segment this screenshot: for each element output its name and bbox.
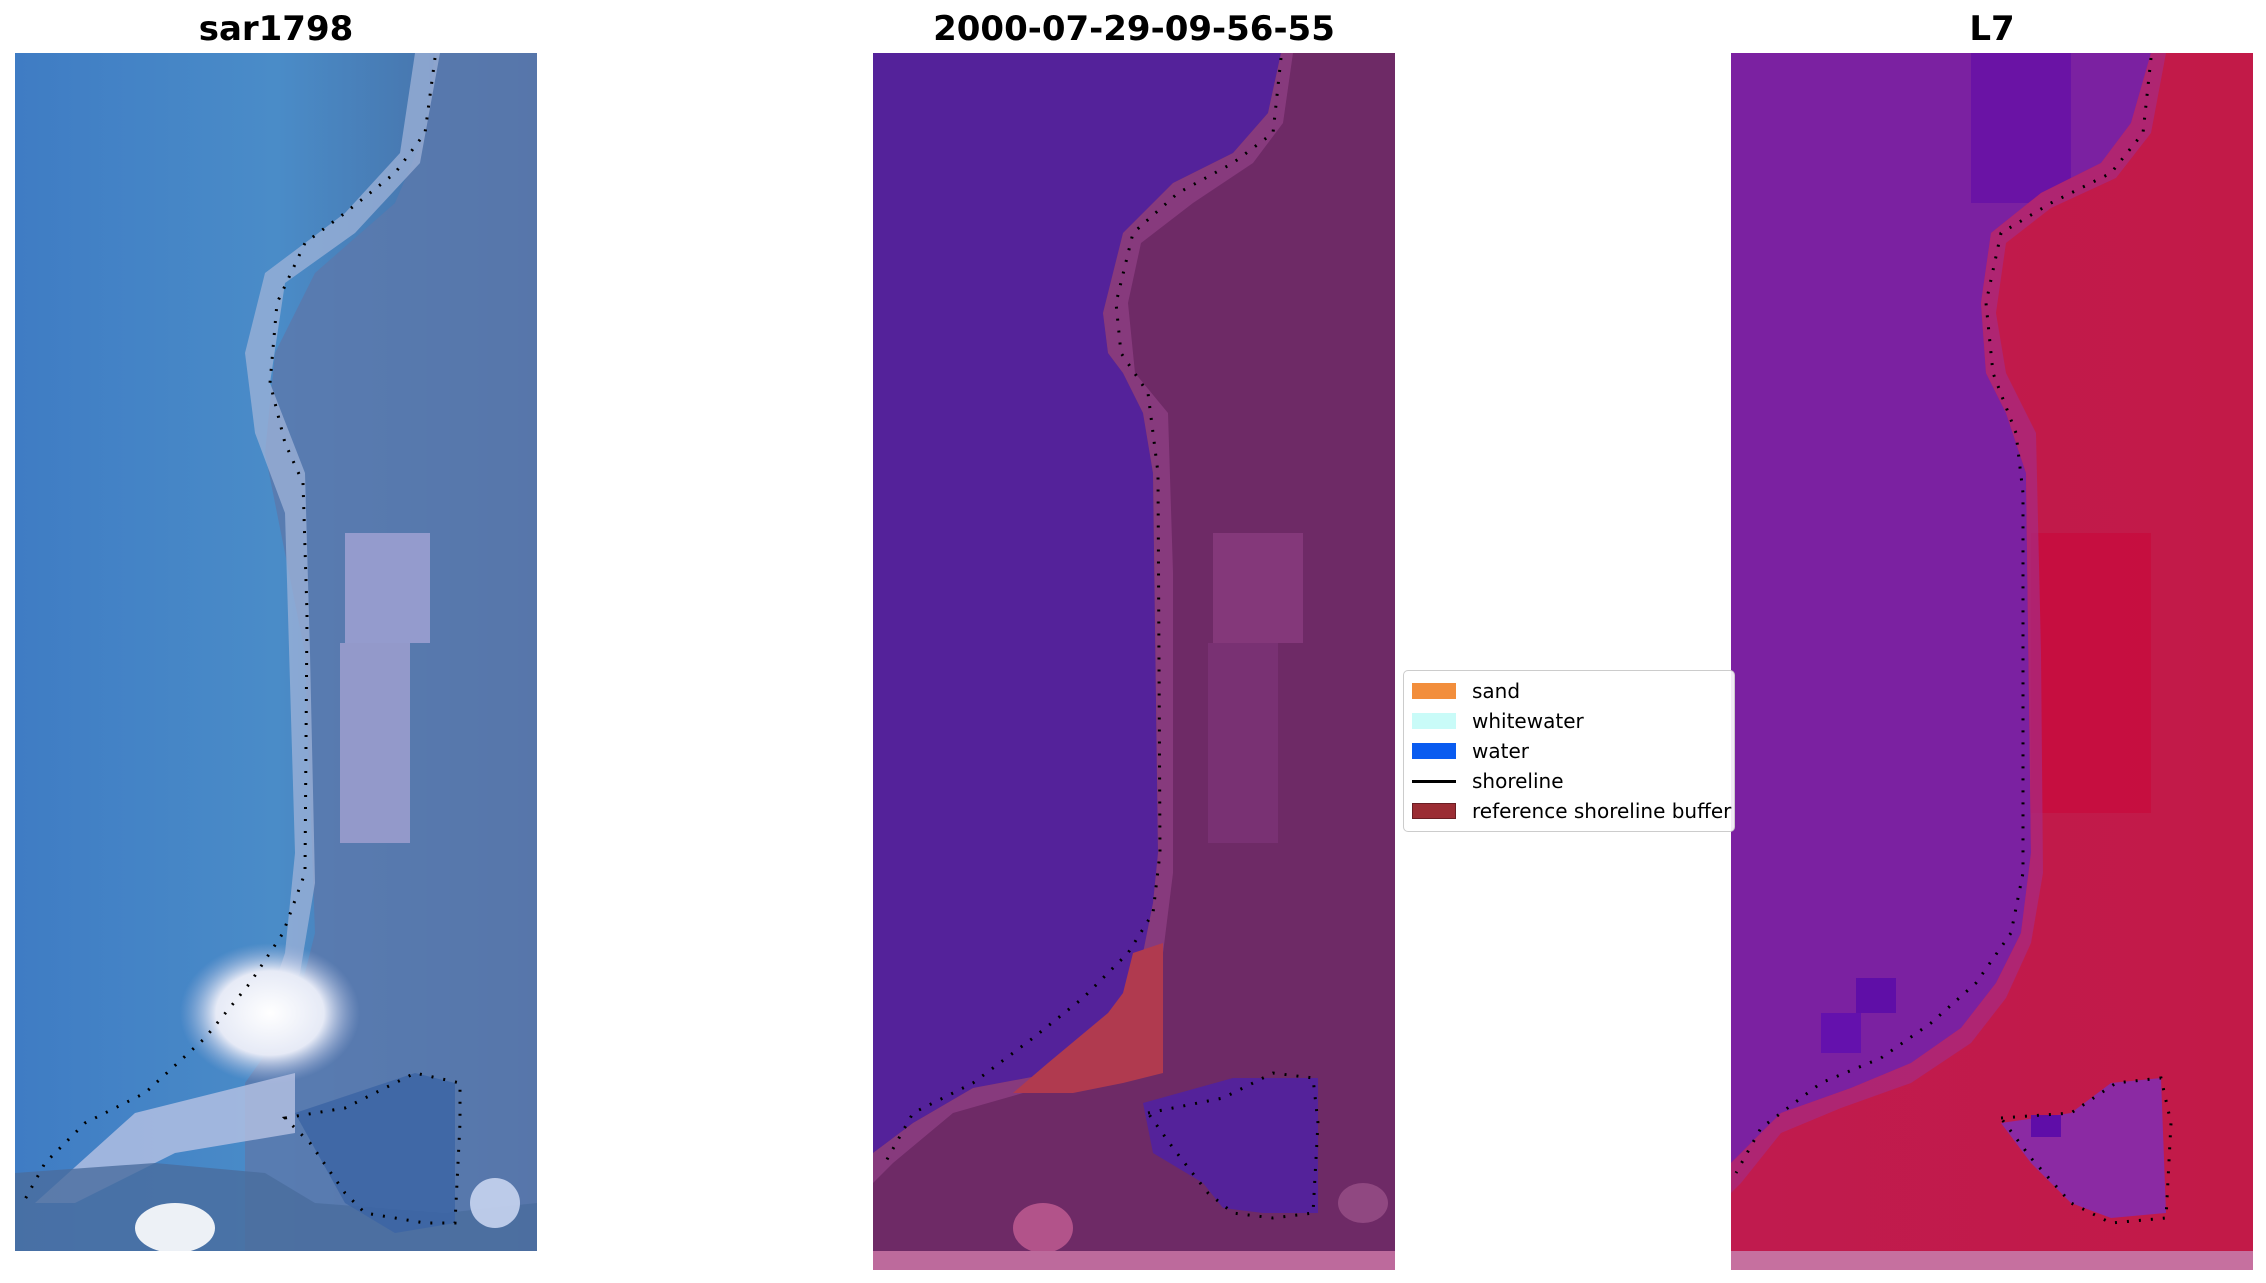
legend-line-shoreline: [1412, 779, 1456, 783]
classified-image: [873, 53, 1395, 1270]
legend-swatch-whitewater: [1412, 713, 1456, 729]
legend-label-reference-buffer: reference shoreline buffer: [1472, 799, 1732, 823]
legend-item-shoreline: shoreline: [1412, 766, 1564, 796]
classified-image-panel: [873, 53, 1395, 1270]
legend-label-sand: sand: [1472, 679, 1521, 703]
rgb-image-panel: [15, 53, 537, 1251]
panel-title-l7: L7: [1969, 9, 2015, 49]
l7-image: [1731, 53, 2253, 1270]
panel-title-classified: 2000-07-29-09-56-55: [933, 9, 1335, 49]
legend-item-water: water: [1412, 736, 1529, 766]
panel-title-rgb: sar1798: [198, 9, 354, 49]
legend-swatch-reference-buffer: [1412, 803, 1456, 819]
legend-swatch-sand: [1412, 683, 1456, 699]
legend-item-sand: sand: [1412, 676, 1520, 706]
rgb-image: [15, 53, 537, 1251]
legend-label-water: water: [1472, 739, 1529, 763]
legend-label-whitewater: whitewater: [1472, 709, 1584, 733]
legend-item-whitewater: whitewater: [1412, 706, 1584, 736]
legend-swatch-water: [1412, 743, 1456, 759]
legend-item-reference-buffer: reference shoreline buffer: [1412, 796, 1731, 826]
l7-image-panel: [1731, 53, 2253, 1270]
legend-label-shoreline: shoreline: [1472, 769, 1564, 793]
legend: sand whitewater water shoreline referenc…: [1403, 670, 1735, 832]
